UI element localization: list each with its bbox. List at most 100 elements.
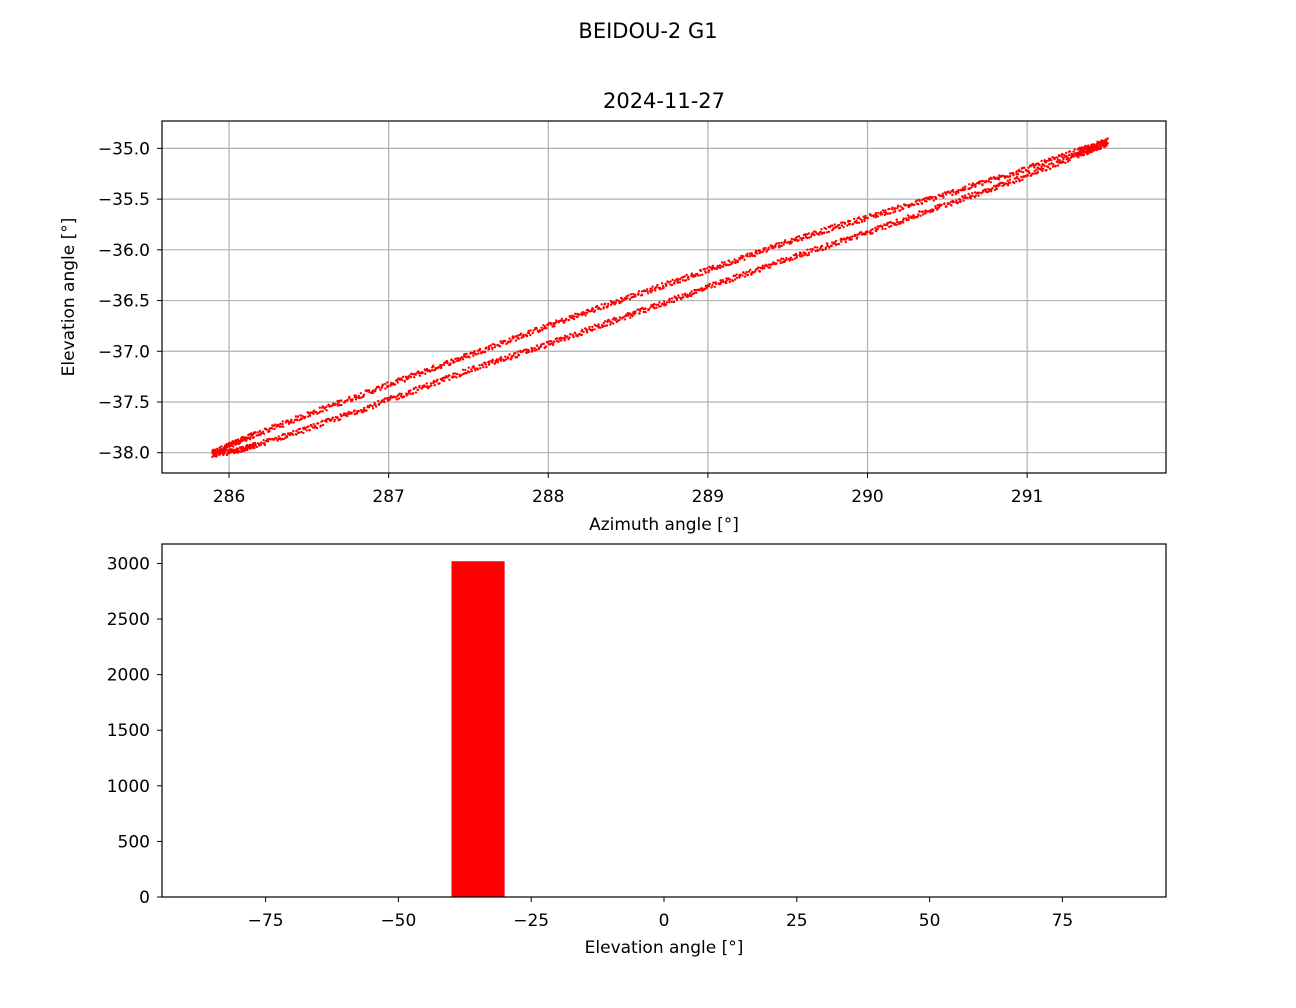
scatter-point	[1082, 153, 1086, 157]
scatter-point	[568, 336, 571, 339]
scatter-point	[1015, 180, 1018, 183]
scatter-point	[455, 359, 459, 363]
scatter-point	[807, 236, 811, 239]
scatter-point	[505, 342, 508, 346]
scatter-point	[1040, 165, 1043, 168]
scatter-point	[711, 267, 714, 270]
scatter-point	[1062, 158, 1065, 161]
scatter-point	[468, 356, 471, 359]
scatter-point	[560, 317, 564, 320]
scatter-point	[357, 410, 360, 413]
scatter-point	[881, 213, 884, 216]
scatter-x-tick-label: 286	[213, 487, 245, 507]
scatter-point	[893, 207, 897, 210]
scatter-point	[626, 312, 629, 315]
scatter-point	[429, 382, 433, 385]
scatter-point	[400, 378, 404, 382]
scatter-point	[493, 343, 496, 346]
scatter-point	[840, 224, 844, 227]
scatter-point	[1038, 163, 1041, 167]
scatter-point	[753, 271, 756, 274]
scatter-point	[355, 412, 359, 415]
scatter-point	[1058, 161, 1062, 165]
scatter-point	[897, 222, 900, 226]
scatter-point	[675, 297, 679, 300]
scatter-point	[211, 455, 214, 459]
scatter-point	[374, 403, 377, 406]
scatter-point	[959, 198, 962, 202]
scatter-point	[448, 374, 451, 377]
scatter-point	[923, 197, 926, 200]
scatter-point	[622, 299, 625, 302]
scatter-point	[467, 366, 470, 369]
scatter-point	[951, 201, 955, 204]
scatter-point	[504, 355, 507, 358]
scatter-point	[531, 347, 534, 351]
scatter-x-tick-label: 288	[532, 487, 564, 507]
scatter-point	[916, 215, 919, 218]
scatter-point	[677, 294, 680, 297]
scatter-point	[888, 225, 891, 229]
scatter-point	[964, 185, 967, 188]
scatter-point	[725, 280, 728, 283]
scatter-point	[300, 418, 303, 421]
scatter-point	[357, 394, 361, 398]
scatter-point	[508, 353, 511, 356]
scatter-y-axis-label: Elevation angle [°]	[59, 218, 79, 377]
scatter-point	[748, 255, 752, 258]
scatter-point	[851, 223, 854, 226]
scatter-point	[891, 208, 894, 211]
scatter-point	[758, 270, 762, 273]
scatter-point	[1029, 174, 1032, 177]
scatter-point	[625, 314, 628, 317]
scatter-point	[899, 222, 902, 225]
scatter-point	[551, 325, 554, 328]
scatter-point	[845, 236, 849, 239]
scatter-point	[893, 222, 897, 225]
scatter-point	[457, 357, 460, 360]
scatter-axes-frame	[161, 120, 1167, 474]
scatter-point	[522, 335, 525, 338]
scatter-point	[500, 358, 503, 361]
scatter-point	[455, 372, 459, 376]
scatter-point	[718, 266, 722, 270]
scatter-point	[824, 227, 828, 231]
scatter-point	[516, 350, 519, 353]
scatter-point	[660, 282, 664, 285]
scatter-point	[510, 356, 513, 360]
scatter-point	[340, 399, 343, 402]
scatter-point	[652, 302, 656, 306]
scatter-point	[827, 230, 831, 233]
scatter-point	[545, 327, 548, 330]
scatter-point	[310, 424, 313, 428]
scatter-point	[625, 295, 628, 298]
scatter-point	[835, 243, 838, 247]
scatter-point	[857, 221, 861, 224]
scatter-point	[576, 315, 579, 319]
scatter-point	[291, 433, 295, 436]
scatter-point	[295, 433, 298, 436]
scatter-point	[562, 321, 566, 324]
scatter-point	[888, 207, 891, 211]
scatter-point	[833, 223, 836, 226]
scatter-point	[321, 419, 324, 422]
scatter-point	[978, 191, 981, 194]
scatter-point	[473, 350, 476, 353]
scatter-point	[733, 274, 737, 278]
scatter-point	[1015, 170, 1019, 173]
scatter-point	[298, 419, 301, 422]
scatter-point	[583, 311, 587, 314]
scatter-point	[465, 371, 468, 375]
scatter-point	[546, 323, 549, 326]
scatter-point	[277, 435, 280, 438]
scatter-point	[425, 382, 428, 385]
scatter-point	[649, 291, 653, 294]
scatter-point	[931, 195, 934, 199]
scatter-point	[506, 356, 510, 360]
scatter-point	[863, 219, 866, 223]
scatter-point	[1035, 168, 1038, 171]
scatter-point	[612, 322, 615, 325]
scatter-point	[446, 376, 449, 379]
scatter-point	[869, 232, 872, 235]
scatter-point	[824, 247, 827, 251]
